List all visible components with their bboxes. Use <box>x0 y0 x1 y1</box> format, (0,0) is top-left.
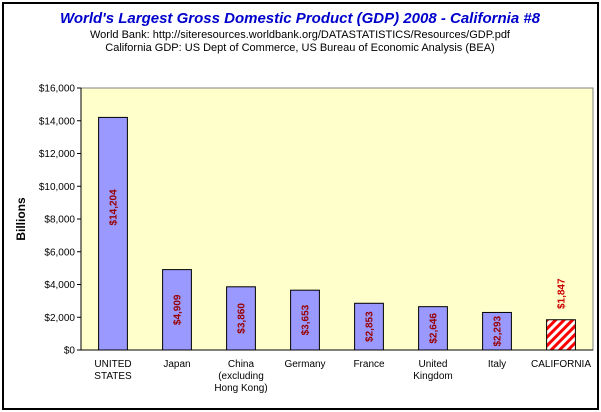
plot-area <box>80 87 594 351</box>
y-tick-label: $8,000 <box>44 215 75 226</box>
y-tick-label: $6,000 <box>44 247 75 258</box>
y-tick-label: $12,000 <box>39 149 76 160</box>
bar <box>482 311 512 351</box>
y-tick-label: $2,000 <box>44 313 75 324</box>
chart-title: World's Largest Gross Domestic Product (… <box>60 10 541 27</box>
y-tick-label: $14,000 <box>39 116 76 127</box>
x-category-label: Germany <box>284 359 325 370</box>
chart-subtitle-source: World Bank: http://siteresources.worldba… <box>90 29 511 41</box>
x-category-label: (excluding <box>218 371 264 382</box>
bar-value-label: $3,860 <box>237 303 248 334</box>
x-category-label: Hong Kong) <box>214 383 267 394</box>
bars <box>98 116 576 351</box>
chart-subtitle-california: California GDP: US Dept of Commerce, US … <box>105 42 494 54</box>
x-category-label: Japan <box>163 359 190 370</box>
y-tick-label: $0 <box>64 346 76 357</box>
y-axis-label: Billions <box>14 197 28 241</box>
y-tick-label: $10,000 <box>39 182 76 193</box>
x-category-label: China <box>228 359 255 370</box>
gdp-bar-chart: World's Largest Gross Domestic Product (… <box>14 10 594 394</box>
bar <box>290 289 320 351</box>
bar-value-label: $1,847 <box>557 278 568 309</box>
bar-california <box>546 319 576 351</box>
bar-value-label: $3,653 <box>301 304 312 335</box>
x-category-label: UNITED <box>94 359 131 370</box>
bar <box>98 116 128 351</box>
x-category-label: Kingdom <box>413 371 452 382</box>
x-category-label: STATES <box>94 371 132 382</box>
bar <box>162 269 192 351</box>
x-category-label: CALIFORNIA <box>531 359 591 370</box>
bar-value-label: $2,293 <box>493 315 504 346</box>
bar-value-label: $2,646 <box>429 313 440 344</box>
x-category-label: France <box>353 359 385 370</box>
bar <box>354 302 384 351</box>
bar <box>226 286 256 351</box>
x-category-label: United <box>419 359 448 370</box>
y-axis-ticks: $0 $2,000 $4,000 $6,000 $8,000 $10,000 $12,000… <box>39 84 81 357</box>
bar <box>418 306 448 351</box>
bar-value-label: $4,909 <box>173 294 184 325</box>
value-labels: $14,204 $4,909 $3,860 $3,653 $2,853 $2,646 $2,… <box>109 189 568 347</box>
y-tick-label: $4,000 <box>44 280 75 291</box>
bar-value-label: $2,853 <box>365 311 376 342</box>
x-category-label: Italy <box>488 359 506 370</box>
bar-value-label: $14,204 <box>109 189 120 226</box>
y-tick-label: $16,000 <box>39 84 76 95</box>
